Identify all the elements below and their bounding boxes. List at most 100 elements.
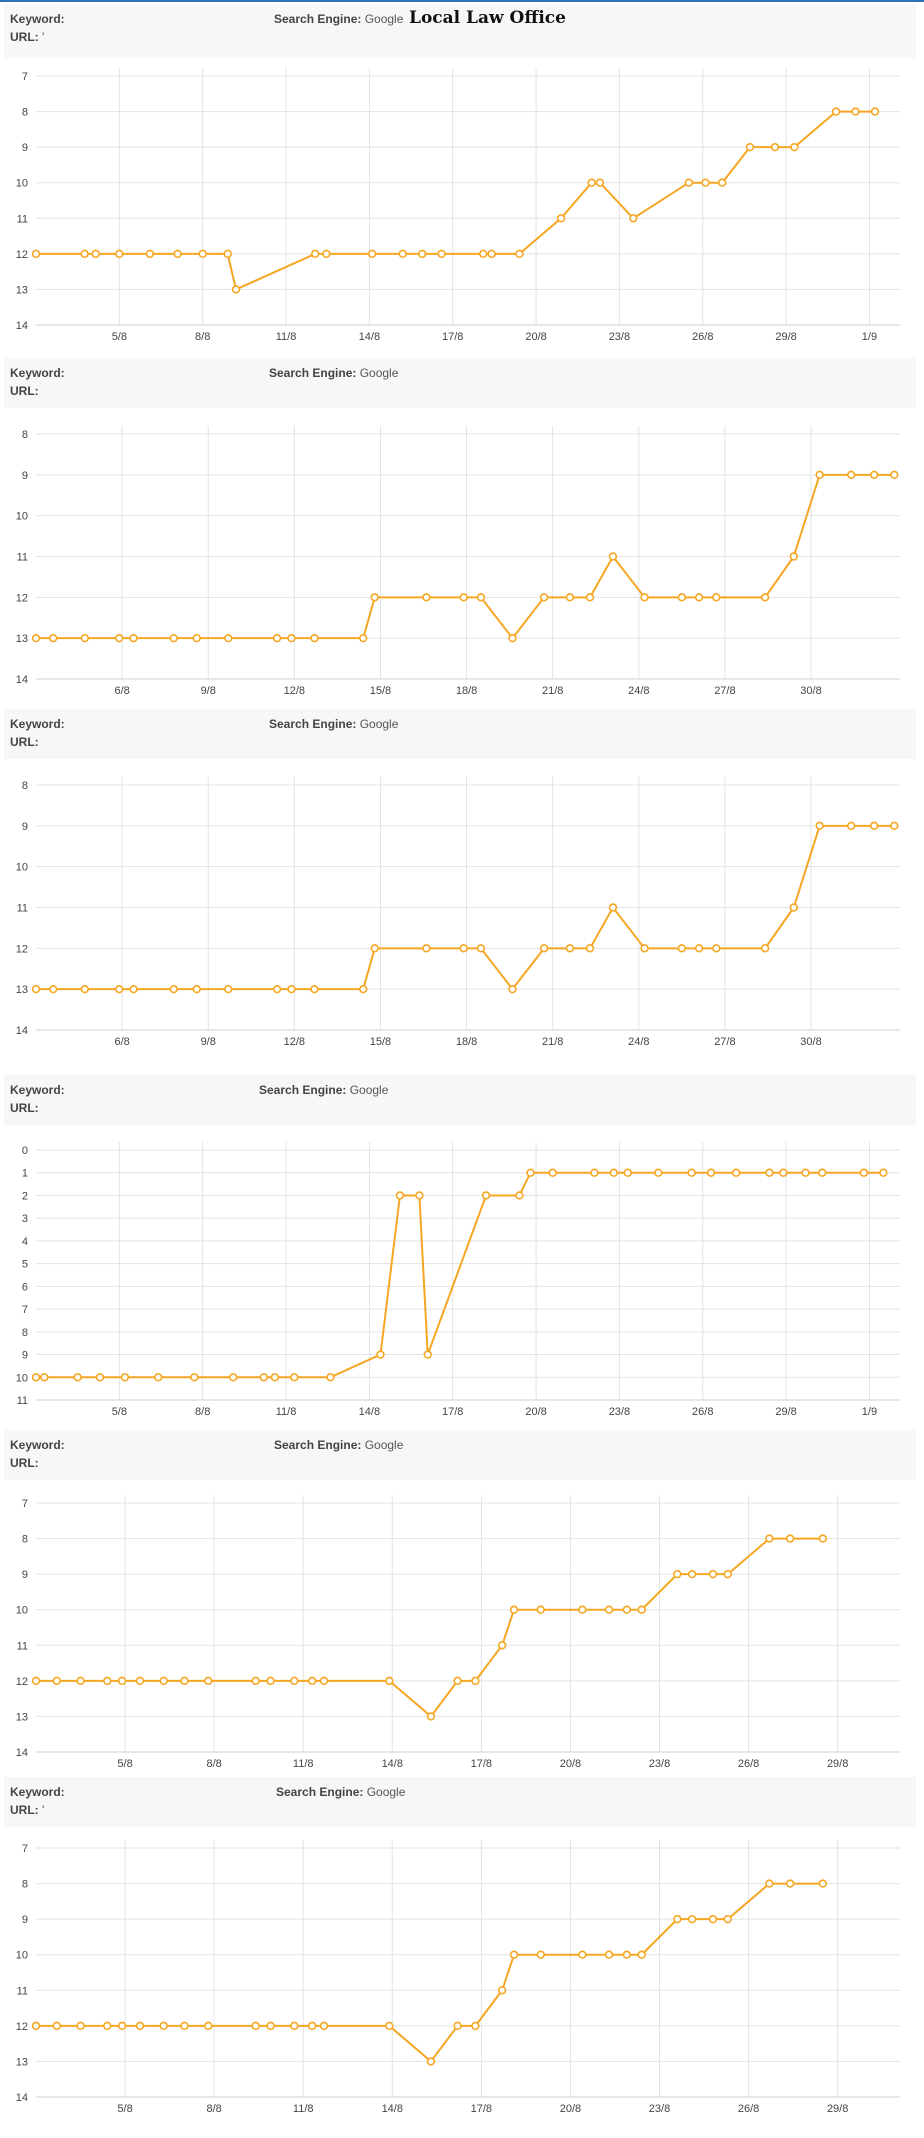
data-point [31,1373,41,1382]
data-point [497,1641,507,1650]
data-point [640,944,649,953]
data-point [91,249,100,259]
keyword-label-text: Keyword: [10,1785,65,1799]
data-point [290,1373,299,1382]
data-point [677,944,687,953]
url-label-text: URL: [10,1101,39,1115]
url-label: URL: [10,384,39,398]
data-point [789,903,798,912]
rank-panel-4: 0 1 2 3 4 5 6 7 8 9 10 11 5/8 8/8 11/8 14/8 17/8 20/8 23/8… [0,1075,924,1430]
y-tick-label: 13 [16,984,28,996]
url-label-text: URL: [10,30,39,44]
data-point [694,944,704,953]
x-tick-label: 14/8 [359,1406,380,1418]
x-tick-label: 26/8 [692,1406,713,1418]
url-label: URL: [10,1101,39,1115]
data-point [476,944,486,953]
data-point [509,1950,519,1959]
y-tick-label: 7 [22,71,28,83]
data-point [198,249,207,259]
panel-header: Keyword: URL: ​' Search Engine: Google Loc… [4,4,916,58]
data-point [869,821,879,831]
data-point [481,1191,491,1200]
x-tick-label: 8/8 [206,2103,221,2115]
data-point [831,107,841,116]
rank-panel-5: 7 8 9 10 11 12 13 14 5/8 8/8 11/8 14/8 17/8 20/8 23/8 2… [0,1430,924,1782]
data-point [154,1373,163,1382]
data-point [818,1879,828,1888]
data-point [548,1168,557,1177]
rank-series-line [36,1537,823,1718]
y-tick-label: 11 [17,1985,28,1997]
rank-panel-2: 8 9 10 11 12 13 14 6/8 9/8 12/8 15/8 18/8 21/8 24/8 27… [0,358,924,709]
data-point [49,984,58,994]
data-point [476,593,486,602]
data-point [770,142,780,152]
y-tick-label: 9 [22,821,28,833]
search-engine-label: Search Engine: Google [269,366,398,380]
x-tick-label: 11/8 [276,331,297,343]
data-point [487,249,496,259]
x-tick-label: 21/8 [542,1036,563,1048]
data-point [785,1534,795,1543]
x-tick-label: 20/8 [560,1758,581,1770]
page-title: Local Law Office [409,8,566,28]
data-point [536,1605,545,1614]
data-point [539,944,549,953]
data-point [287,984,296,994]
data-point [229,1373,238,1382]
data-point [623,1168,632,1177]
data-point [536,1950,545,1959]
data-point [565,944,575,953]
keyword-label-text: Keyword: [10,12,65,26]
keyword-label: Keyword: [10,717,65,731]
y-tick-label: 8 [22,1534,28,1546]
y-tick-label: 8 [22,1327,28,1339]
data-point [31,633,41,643]
data-point [622,1605,632,1614]
data-point [73,1373,82,1382]
y-tick-label: 7 [22,1498,28,1510]
url-label: URL: ​' [10,30,44,44]
x-tick-label: 8/8 [195,1406,210,1418]
url-label-text: URL: [10,1456,39,1470]
data-point [539,593,549,602]
url-label-value: ​' [38,1803,45,1817]
x-tick-label: 23/8 [609,331,630,343]
data-point [587,178,596,187]
data-point [115,633,124,643]
data-point [76,2021,85,2031]
data-point [708,1914,718,1924]
data-point [266,1676,275,1686]
data-point [311,249,320,259]
y-tick-label: 3 [22,1213,28,1225]
keyword-label: Keyword: [10,1083,65,1097]
x-tick-label: 17/8 [471,1758,492,1770]
data-point [437,249,446,259]
data-point [471,1676,480,1686]
x-tick-label: 30/8 [800,685,821,697]
panel-header: Keyword: URL: Search Engine: Google [4,1075,916,1125]
data-point [287,633,296,643]
y-tick-label: 12 [16,249,28,261]
search-engine-label-value: Google [361,1438,404,1452]
data-point [851,107,860,116]
x-tick-label: 26/8 [738,2103,759,2115]
search-engine-label-text: Search Engine: [269,717,357,731]
data-point [266,2021,275,2031]
keyword-label: Keyword: [10,1438,65,1452]
x-tick-label: 24/8 [628,685,649,697]
search-engine-label-value: Google [363,1785,406,1799]
x-tick-label: 20/8 [560,2103,581,2115]
x-tick-label: 6/8 [114,1036,129,1048]
search-engine-label-text: Search Engine: [276,1785,364,1799]
y-tick-label: 12 [16,1676,28,1688]
x-tick-label: 1/9 [862,331,877,343]
y-tick-label: 11 [17,213,28,225]
data-point [723,1569,732,1579]
data-point [459,593,468,602]
data-point [712,593,721,602]
data-point [180,1676,189,1686]
keyword-label: Keyword: [10,12,65,26]
data-point [609,1168,619,1177]
